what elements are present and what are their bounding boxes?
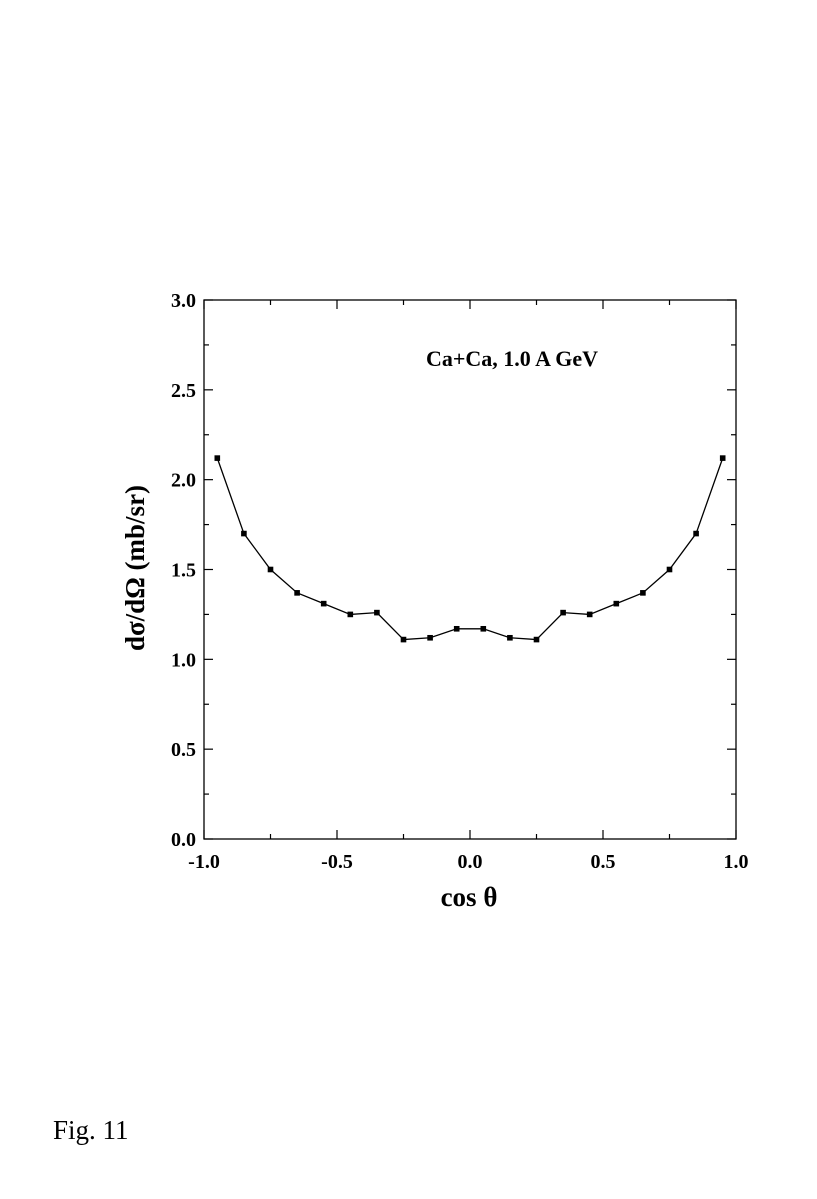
plot-frame — [203, 299, 737, 840]
data-point — [294, 590, 300, 596]
x-tick-label: 0.0 — [458, 851, 483, 873]
y-axis-label: dσ/dΩ (mb/sr) — [120, 485, 150, 651]
y-tick-label: 0.0 — [171, 829, 196, 851]
data-point — [507, 634, 513, 641]
y-tick-label: 2.0 — [171, 470, 196, 492]
x-tick-label: 1.0 — [724, 851, 749, 873]
y-tick-label: 3.0 — [171, 290, 196, 312]
data-point — [427, 634, 433, 641]
data-point — [560, 609, 566, 616]
data-point — [719, 455, 726, 461]
axis-ticks — [203, 299, 737, 840]
y-tick-label: 2.5 — [171, 380, 196, 402]
data-point — [347, 611, 354, 618]
axis-tick-labels: -1.0 -0.5 0.0 0.5 1.0 0.0 0.5 1.0 1.5 2.0 2.5 3.0 — [171, 290, 749, 873]
data-point — [613, 600, 620, 607]
series-line — [216, 457, 724, 641]
x-tick-label: -0.5 — [321, 851, 353, 873]
y-tick-label: 1.5 — [171, 560, 196, 582]
x-tick-label: -1.0 — [188, 851, 220, 873]
y-tick-label: 0.5 — [171, 739, 196, 761]
x-tick-label: 0.5 — [591, 851, 616, 873]
data-point — [453, 625, 460, 632]
data-point — [693, 530, 699, 537]
data-point — [320, 600, 327, 607]
data-point — [586, 611, 593, 618]
plot-area — [203, 299, 737, 840]
data-series — [214, 455, 726, 643]
data-point — [640, 590, 646, 596]
data-point — [666, 566, 673, 573]
data-point — [533, 636, 540, 643]
data-point — [267, 566, 274, 573]
data-point — [214, 455, 221, 461]
y-tick-label: 1.0 — [171, 649, 196, 671]
data-point — [400, 636, 407, 643]
chart-annotation: Ca+Ca, 1.0 A GeV — [426, 346, 598, 371]
data-point — [241, 530, 247, 537]
data-point — [374, 609, 380, 616]
figure-caption: Fig. 11 — [53, 1115, 129, 1145]
data-point — [480, 625, 487, 632]
x-axis-label: cos θ — [441, 882, 498, 912]
